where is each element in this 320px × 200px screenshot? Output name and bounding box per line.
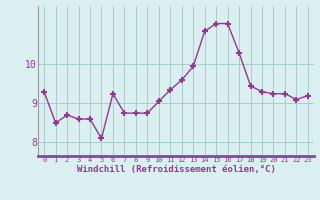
X-axis label: Windchill (Refroidissement éolien,°C): Windchill (Refroidissement éolien,°C) — [76, 165, 276, 174]
